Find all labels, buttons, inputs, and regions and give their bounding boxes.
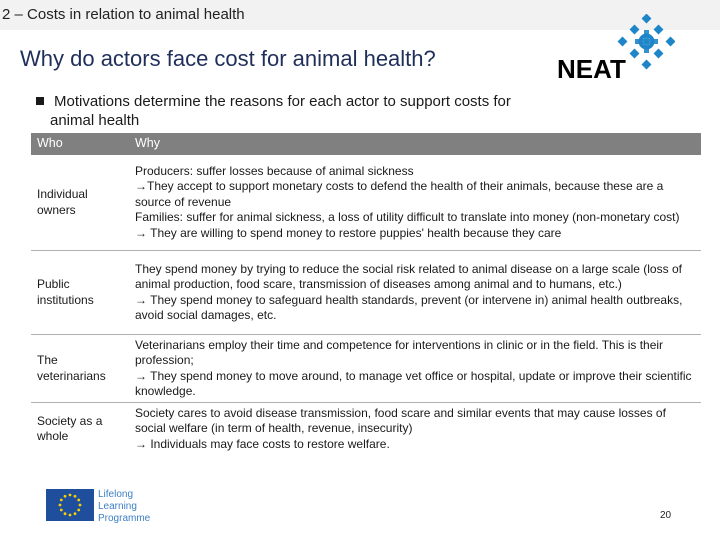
programme-line: Lifelong	[98, 489, 133, 500]
table-header-row: Who Why	[31, 133, 701, 155]
why-line: Producers: suffer losses because of anim…	[135, 163, 414, 178]
programme-line: Learning	[98, 501, 137, 512]
why-line: Society cares to avoid disease transmiss…	[135, 405, 666, 436]
eu-stars-icon	[58, 493, 82, 517]
lifelong-learning-programme-logo: Lifelong Learning Programme	[46, 489, 151, 523]
logo-text: NEAT	[557, 54, 626, 84]
header-why: Why	[129, 133, 701, 155]
why-line: →They accept to support monetary costs t…	[135, 179, 664, 209]
logo-diamond-pattern	[617, 14, 675, 70]
why-line: → They are willing to spend money to res…	[135, 225, 562, 240]
why-cell: Society cares to avoid disease transmiss…	[129, 403, 701, 456]
table-row: Society as a whole Society cares to avoi…	[31, 403, 701, 456]
bullet-square-icon	[36, 97, 44, 105]
actors-table: Who Why Individual owners Producers: suf…	[31, 133, 701, 455]
table-row: Individual owners Producers: suffer loss…	[31, 155, 701, 251]
why-cell: Veterinarians employ their time and comp…	[129, 334, 701, 403]
why-line: → They spend money to safeguard health s…	[135, 292, 683, 323]
programme-line: Programme	[98, 513, 151, 523]
neat-logo: NEAT	[557, 14, 675, 84]
table-row: Public institutions They spend money by …	[31, 250, 701, 335]
page-number: 20	[660, 510, 672, 521]
who-cell: The veterinarians	[31, 334, 129, 403]
why-cell: Producers: suffer losses because of anim…	[129, 155, 701, 251]
section-title: 2 – Costs in relation to animal health	[2, 6, 245, 23]
page-title: Why do actors face cost for animal healt…	[20, 46, 436, 71]
header-who: Who	[31, 133, 129, 155]
bullet-line-2: animal health	[50, 112, 140, 129]
why-line: → Individuals may face costs to restore …	[135, 436, 390, 451]
table-row: The veterinarians Veterinarians employ t…	[31, 334, 701, 403]
header-band	[0, 0, 720, 30]
bullet-point: Motivations determine the reasons for ea…	[36, 92, 636, 130]
why-cell: They spend money by trying to reduce the…	[129, 250, 701, 335]
why-line: Veterinarians employ their time and comp…	[135, 337, 664, 368]
who-cell: Public institutions	[31, 250, 129, 335]
bullet-line-1: Motivations determine the reasons for ea…	[54, 93, 511, 110]
who-cell: Individual owners	[31, 155, 129, 251]
why-line: They spend money by trying to reduce the…	[135, 261, 682, 292]
who-cell: Society as a whole	[37, 413, 103, 444]
why-line: → They spend money to move around, to ma…	[135, 368, 692, 399]
why-line: Families: suffer for animal sickness, a …	[135, 210, 680, 225]
